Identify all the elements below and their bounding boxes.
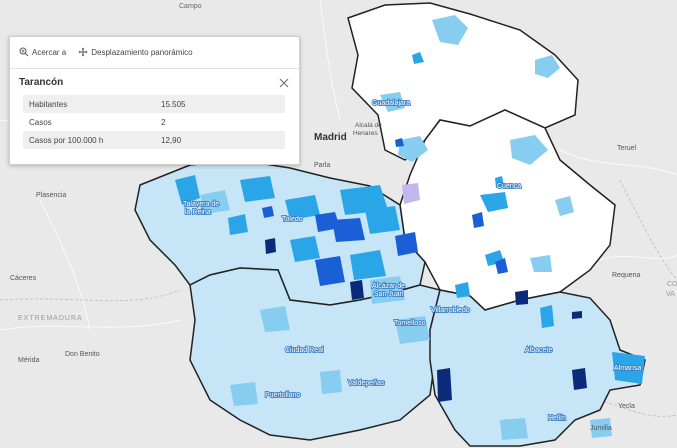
- label-valdepenas: Valdepeñas: [348, 380, 385, 387]
- close-icon[interactable]: [278, 76, 290, 88]
- label-almansa: Almansa: [614, 365, 641, 372]
- attribute-table: Habitantes 15.505 Casos 2 Casos por 100.…: [23, 95, 285, 149]
- province-city-labels: Guadalajara Cuenca Toledo Talavera de la…: [182, 99, 642, 423]
- zoom-in-icon: [19, 47, 29, 59]
- pan-button[interactable]: Desplazamiento panorámico: [78, 47, 193, 59]
- label-hellin: Hellín: [548, 415, 566, 422]
- table-row: Casos por 100.000 h 12,90: [23, 131, 285, 149]
- province-cuenca[interactable]: [399, 109, 616, 311]
- attr-label: Casos por 100.000 h: [23, 131, 155, 149]
- label-ciudad-real: Ciudad Real: [285, 347, 324, 354]
- attr-value: 12,90: [155, 131, 285, 149]
- attr-value: 15.505: [155, 95, 285, 113]
- label-campo: Campo: [179, 3, 202, 10]
- province-albacete[interactable]: [429, 289, 646, 447]
- label-extremadura: EXTREMADURA: [18, 315, 83, 322]
- label-requena: Requena: [612, 272, 641, 279]
- label-yecla: Yecla: [618, 403, 635, 410]
- pan-arrows-icon: [78, 47, 88, 59]
- info-popup: Acercar a Desplazamiento panorámico Tara…: [9, 36, 300, 165]
- zoom-to-button[interactable]: Acercar a: [19, 47, 66, 59]
- label-madrid: Madrid: [314, 132, 347, 143]
- label-merida: Mérida: [18, 357, 40, 364]
- label-jumilla: Jumilla: [590, 425, 612, 432]
- label-don-benito: Don Benito: [65, 351, 100, 358]
- label-alcala-line1: Alcalá de: [355, 122, 382, 129]
- table-row: Habitantes 15.505: [23, 95, 285, 113]
- place-labels: Campo Madrid Alcalá de Henares Parla Pla…: [10, 3, 677, 432]
- label-plasencia: Plasencia: [36, 192, 66, 199]
- label-teruel: Teruel: [617, 145, 637, 152]
- table-row: Casos 2: [23, 113, 285, 131]
- popup-title: Tarancón: [19, 76, 64, 88]
- basemap-borders: [0, 179, 677, 417]
- label-caceres: Cáceres: [10, 275, 37, 282]
- attr-value: 2: [161, 117, 166, 127]
- label-talavera-line2: la Reina: [185, 209, 211, 216]
- label-talavera-line1: Talavera de: [183, 201, 219, 208]
- label-cuenca: Cuenca: [497, 183, 521, 190]
- pan-label: Desplazamiento panorámico: [91, 48, 193, 57]
- municipality-patches: [175, 15, 645, 440]
- label-tomelloso: Tomelloso: [394, 320, 426, 327]
- label-alcazar-line2: San Juan: [374, 291, 404, 298]
- label-valencia-partial-2: VA: [666, 291, 675, 298]
- label-albacete: Albacete: [525, 347, 552, 354]
- label-toledo: Toledo: [282, 216, 303, 223]
- label-alcazar: Alcázar de San Juan: [372, 283, 407, 298]
- attr-label: Casos: [29, 117, 52, 127]
- label-puertollano: Puertollano: [265, 392, 301, 399]
- label-alcala-line2: Henares: [353, 130, 378, 137]
- label-villarrobledo: Villarrobledo: [431, 307, 470, 314]
- label-guadalajara: Guadalajara: [372, 100, 410, 107]
- label-parla: Parla: [314, 162, 330, 169]
- label-talavera: Talavera de la Reina: [183, 201, 221, 216]
- label-alcala: Alcalá de Henares: [353, 122, 384, 137]
- label-alcazar-line1: Alcázar de: [372, 283, 405, 290]
- attr-label: Habitantes: [23, 95, 155, 113]
- label-valencia-partial-1: CO: [667, 281, 677, 288]
- popup-header: Tarancón: [10, 69, 299, 95]
- zoom-to-label: Acercar a: [32, 48, 67, 57]
- popup-toolbar: Acercar a Desplazamiento panorámico: [10, 37, 299, 69]
